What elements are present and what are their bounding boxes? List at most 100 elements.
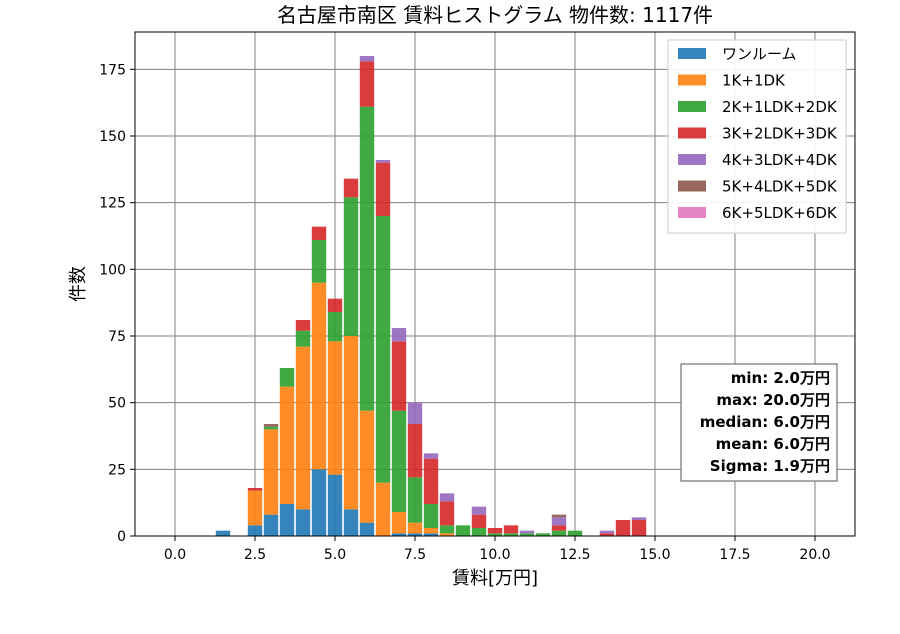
bar-segment — [407, 424, 423, 478]
x-tick-label: 0.0 — [164, 547, 186, 563]
bar-segment — [407, 522, 423, 534]
bar-segment — [359, 106, 375, 411]
bar-segment — [391, 512, 407, 534]
bar-segment — [247, 490, 263, 526]
bar-segment — [519, 530, 535, 534]
bar-segment — [439, 533, 455, 536]
bar-segment — [327, 474, 343, 536]
bar-segment — [567, 530, 583, 536]
bar-segment — [503, 533, 519, 536]
legend-label: 4K+3LDK+4DK — [722, 151, 838, 169]
legend-items: ワンルーム 1K+1DK 2K+1LDK+2DK 3K+2LDK+3DK 4K+3LDK… — [678, 45, 838, 222]
legend-swatch — [678, 48, 706, 59]
x-tick-label: 17.5 — [719, 547, 750, 563]
bar-segment — [535, 533, 551, 536]
bar-segment — [311, 240, 327, 283]
bar-segment — [503, 525, 519, 534]
y-tick-label: 125 — [99, 196, 126, 212]
bar-segment — [295, 509, 311, 536]
bar-segment — [247, 488, 263, 491]
bar-segment — [375, 160, 391, 163]
bar-segment — [423, 528, 439, 534]
bar-segment — [343, 336, 359, 510]
bar-segment — [423, 458, 439, 504]
legend: ワンルーム 1K+1DK 2K+1LDK+2DK 3K+2LDK+3DK 4K+3LDK… — [667, 39, 847, 234]
bar-segment — [487, 528, 503, 534]
bar-segment — [391, 341, 407, 411]
stats-min: min: 2.0万円 — [731, 369, 830, 387]
bar-segment — [407, 402, 423, 424]
bar-segment — [311, 282, 327, 470]
bar-segment — [551, 514, 567, 518]
x-tick-label: 5.0 — [324, 547, 346, 563]
bar-segment — [327, 298, 343, 312]
legend-swatch — [678, 207, 706, 218]
bar-segment — [487, 533, 503, 536]
bar-segment — [375, 482, 391, 536]
y-tick-label: 0 — [117, 529, 126, 545]
legend-label: 3K+2LDK+3DK — [722, 125, 838, 143]
legend-label: 1K+1DK — [722, 72, 786, 90]
bar-segment — [407, 477, 423, 523]
bar-segment — [311, 226, 327, 240]
bar-segment — [599, 530, 615, 534]
stats-box-frame — [680, 363, 838, 482]
legend-label: 2K+1LDK+2DK — [722, 98, 838, 116]
bar-segment — [279, 504, 295, 536]
bar-segment — [631, 517, 647, 520]
bar-segment — [215, 530, 231, 536]
bar-segment — [343, 178, 359, 198]
y-tick-label: 175 — [99, 62, 126, 78]
bar-segment — [263, 426, 279, 430]
bar-segment — [359, 61, 375, 107]
y-axis-title: 件数 — [68, 266, 89, 302]
legend-label: 5K+4LDK+5DK — [722, 178, 838, 196]
x-tick-label: 7.5 — [404, 547, 426, 563]
y-tick-label: 100 — [99, 262, 126, 278]
legend-label: 6K+5LDK+6DK — [722, 204, 838, 222]
bar-segment — [343, 197, 359, 336]
stats-mean: mean: 6.0万円 — [716, 435, 830, 453]
legend-label: ワンルーム — [722, 45, 797, 63]
x-tick-label: 20.0 — [799, 547, 830, 563]
legend-swatch — [678, 127, 706, 139]
stats-max: max: 20.0万円 — [716, 391, 830, 409]
bar-segment — [343, 509, 359, 536]
bar-segment — [279, 386, 295, 504]
bar-segment — [359, 410, 375, 523]
legend-swatch — [678, 154, 706, 165]
stats-sigma: Sigma: 1.9万円 — [710, 457, 830, 475]
bar-segment — [551, 517, 567, 526]
bar-segment — [327, 312, 343, 342]
bar-segment — [551, 525, 567, 531]
bar-segment — [439, 501, 455, 526]
bar-segment — [263, 514, 279, 536]
bar-segment — [391, 410, 407, 512]
bar-segment — [455, 525, 471, 536]
stats-median: median: 6.0万円 — [700, 413, 830, 431]
bar-segment — [439, 493, 455, 502]
bar-segment — [439, 525, 455, 534]
bar-segment — [247, 525, 263, 536]
bar-segment — [359, 56, 375, 62]
bar-segment — [375, 216, 391, 483]
x-tick-label: 12.5 — [559, 547, 590, 563]
bar-segment — [423, 453, 439, 459]
bar-segment — [263, 424, 279, 427]
bar-segment — [279, 368, 295, 387]
bar-segment — [615, 520, 631, 536]
x-tick-label: 15.0 — [639, 547, 670, 563]
bar-segment — [391, 328, 407, 342]
legend-swatch — [678, 180, 706, 192]
x-tick-label: 10.0 — [479, 547, 510, 563]
y-tick-label: 150 — [99, 129, 126, 145]
bar-segment — [471, 506, 487, 515]
x-tick-label: 2.5 — [244, 547, 266, 563]
bar-segment — [407, 533, 423, 536]
x-axis-title: 賃料[万円] — [452, 568, 538, 589]
bar-segment — [295, 346, 311, 510]
y-tick-label: 75 — [108, 329, 126, 345]
chart-title: 名古屋市南区 賃料ヒストグラム 物件数: 1117件 — [277, 3, 713, 27]
bar-segment — [295, 320, 311, 331]
